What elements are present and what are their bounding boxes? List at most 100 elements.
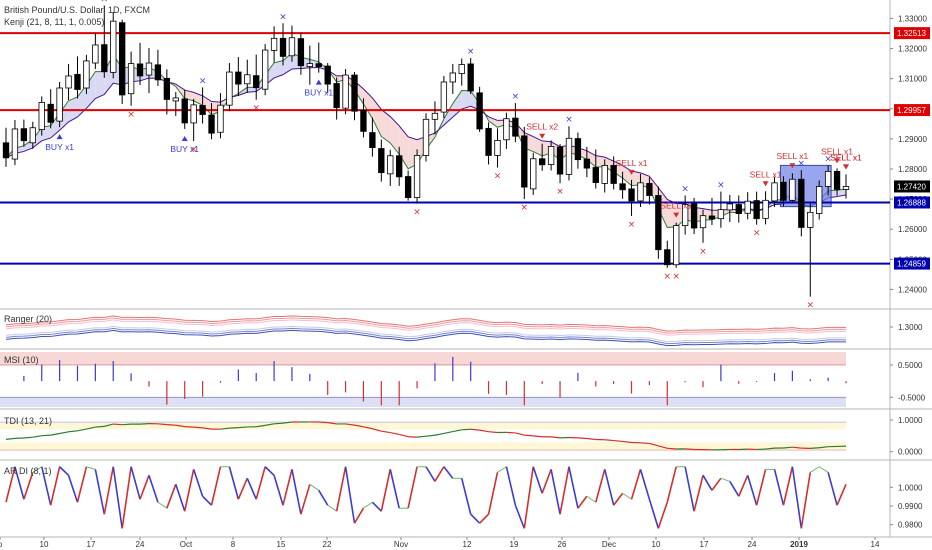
candle[interactable] (154, 49, 162, 86)
candle[interactable] (136, 42, 144, 85)
candle[interactable] (404, 170, 412, 201)
candle[interactable] (628, 179, 635, 216)
candle[interactable] (369, 117, 376, 157)
candle[interactable] (619, 171, 626, 199)
candle[interactable] (199, 87, 206, 124)
candle[interactable] (145, 47, 153, 94)
candle[interactable] (351, 72, 358, 121)
candle[interactable] (753, 191, 760, 225)
candle[interactable] (744, 192, 751, 220)
candle[interactable] (547, 140, 555, 171)
candle[interactable] (101, 5, 108, 78)
candle[interactable] (279, 23, 287, 66)
candle[interactable] (690, 197, 698, 235)
candle[interactable] (699, 209, 707, 243)
candle[interactable] (467, 57, 474, 95)
candle[interactable] (485, 122, 492, 165)
candle[interactable] (2, 127, 10, 167)
candle[interactable] (396, 146, 403, 186)
candle[interactable] (378, 139, 385, 182)
candle[interactable] (217, 93, 224, 139)
candle[interactable] (512, 103, 519, 143)
candle[interactable] (458, 58, 465, 86)
candle[interactable] (824, 165, 832, 196)
candle[interactable] (780, 176, 787, 207)
candle[interactable] (190, 98, 197, 141)
candle[interactable] (413, 149, 421, 204)
candle[interactable] (565, 126, 573, 181)
candle[interactable] (708, 197, 716, 226)
candle[interactable] (646, 177, 653, 205)
candle[interactable] (83, 54, 90, 95)
candle[interactable] (226, 63, 233, 112)
candle[interactable] (119, 19, 126, 104)
candle[interactable] (735, 195, 742, 223)
candle[interactable] (47, 89, 54, 129)
candle[interactable] (235, 56, 242, 97)
candle[interactable] (288, 25, 296, 62)
candle[interactable] (798, 170, 805, 237)
candle[interactable] (163, 69, 171, 115)
candle[interactable] (315, 42, 322, 73)
candle[interactable] (717, 191, 725, 228)
candle[interactable] (530, 152, 537, 195)
candle[interactable] (244, 59, 251, 93)
candle[interactable] (431, 101, 439, 135)
candle-body (485, 127, 492, 156)
candle[interactable] (503, 112, 510, 149)
grid (0, 0, 932, 538)
candle[interactable] (494, 128, 501, 168)
candle[interactable] (20, 119, 28, 147)
candle[interactable] (601, 159, 608, 193)
candle[interactable] (306, 45, 313, 85)
candle[interactable] (771, 176, 778, 207)
candle[interactable] (270, 26, 278, 63)
candle[interactable] (681, 195, 689, 235)
candle[interactable] (440, 75, 448, 119)
candle[interactable] (807, 203, 814, 297)
candle[interactable] (110, 12, 117, 79)
candle[interactable] (476, 86, 483, 132)
candle[interactable] (726, 194, 733, 222)
candle-body (431, 112, 439, 120)
candle[interactable] (583, 147, 591, 178)
candle[interactable] (655, 186, 662, 259)
candle[interactable] (74, 56, 81, 99)
candle[interactable] (324, 63, 331, 94)
candle[interactable] (11, 119, 19, 166)
candle[interactable] (762, 191, 769, 225)
candle[interactable] (56, 81, 63, 128)
candle-body (342, 74, 349, 109)
candle[interactable] (449, 63, 456, 95)
candle[interactable] (333, 77, 340, 120)
candle[interactable] (789, 173, 796, 204)
candle[interactable] (816, 180, 823, 220)
candle[interactable] (556, 144, 564, 184)
candle[interactable] (65, 63, 72, 101)
candle[interactable] (833, 168, 841, 196)
candle[interactable] (422, 113, 430, 162)
candle[interactable] (172, 91, 179, 117)
candle[interactable] (38, 96, 45, 136)
candle[interactable] (637, 173, 644, 207)
candle[interactable] (261, 44, 269, 96)
candle[interactable] (574, 132, 582, 169)
candle[interactable] (92, 32, 99, 70)
candle[interactable] (208, 103, 215, 140)
candle[interactable] (539, 143, 546, 171)
candle[interactable] (592, 149, 599, 189)
candle[interactable] (127, 51, 135, 106)
candle[interactable] (673, 222, 680, 268)
candle[interactable] (387, 149, 394, 186)
candle[interactable] (181, 89, 188, 129)
candle[interactable] (360, 98, 367, 138)
candle[interactable] (610, 156, 617, 190)
candle[interactable] (842, 174, 850, 199)
candle[interactable] (297, 32, 305, 75)
candle[interactable] (29, 121, 36, 149)
candle[interactable] (521, 126, 528, 200)
candle[interactable] (664, 240, 671, 268)
candle[interactable] (342, 69, 349, 115)
candle[interactable] (253, 54, 260, 100)
